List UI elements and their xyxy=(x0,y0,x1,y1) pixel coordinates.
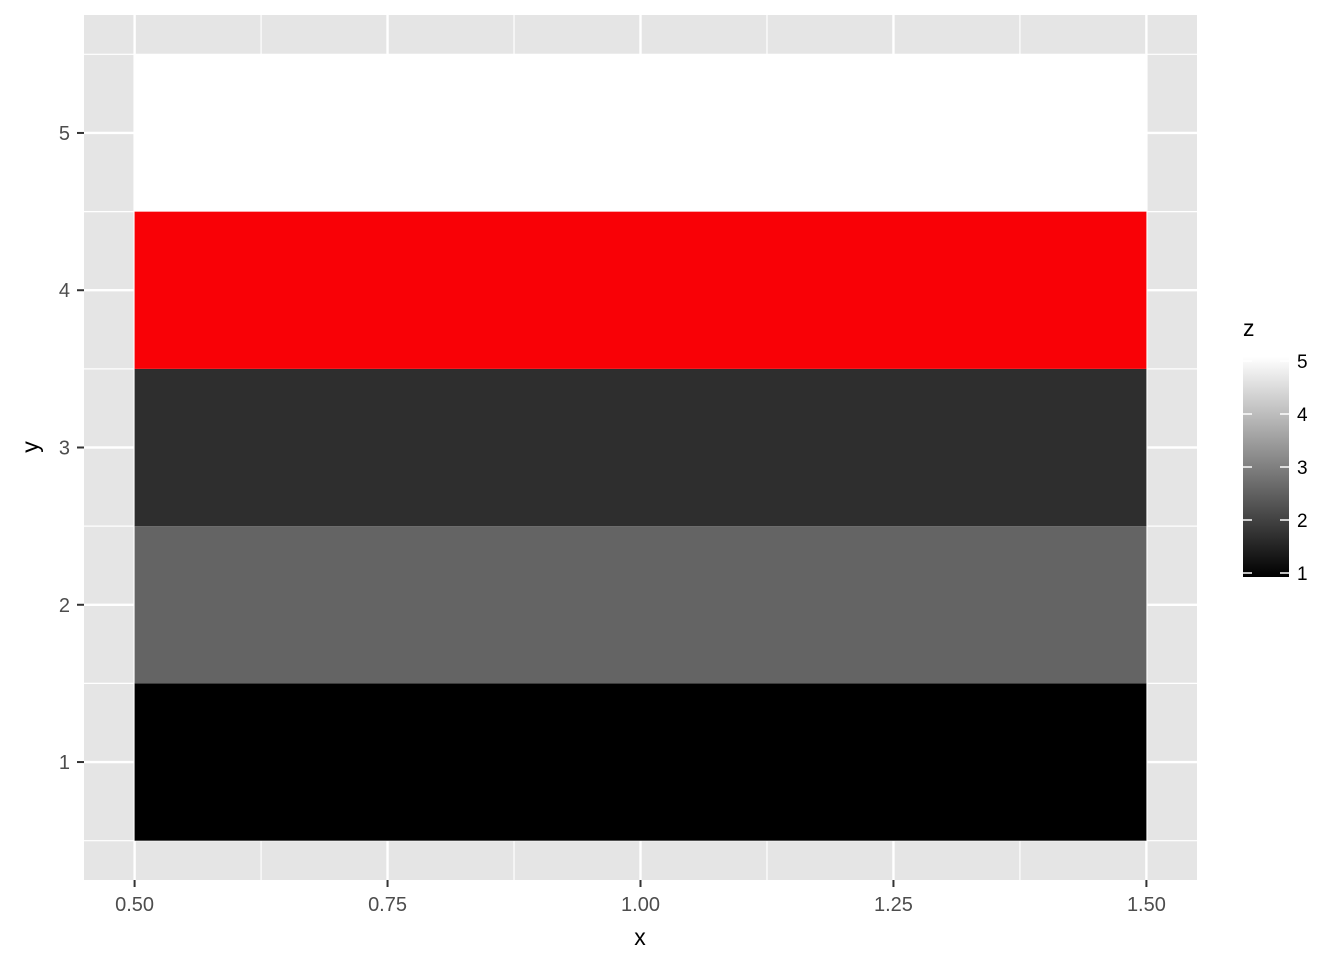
y-axis: 1 2 3 4 5 xyxy=(59,123,84,774)
legend-tick-label: 3 xyxy=(1297,458,1308,479)
legend: z 1 2 3 4 5 xyxy=(1243,315,1308,585)
y-tick-label: 2 xyxy=(59,595,70,617)
x-axis-title: x xyxy=(634,924,646,950)
x-axis: 0.50 0.75 1.00 1.25 1.50 xyxy=(115,880,1166,916)
legend-tick-label: 2 xyxy=(1297,511,1308,532)
x-tick-label: 0.75 xyxy=(368,894,407,916)
heatmap-tile-y4 xyxy=(134,211,1147,369)
heatmap-tile-y2 xyxy=(134,526,1147,684)
x-tick-label: 1.00 xyxy=(621,894,660,916)
heatmap-tile-y1 xyxy=(134,683,1147,841)
heatmap-tile-y5 xyxy=(134,54,1147,212)
x-tick-label: 1.25 xyxy=(874,894,913,916)
legend-ticks: 1 2 3 4 5 xyxy=(1243,352,1308,585)
y-tick-label: 1 xyxy=(59,752,70,774)
legend-tick-label: 4 xyxy=(1297,405,1308,426)
heatmap-tile-y3 xyxy=(134,368,1147,527)
y-tick-label: 4 xyxy=(59,280,70,302)
heatmap-tiles xyxy=(134,54,1147,841)
y-tick-label: 3 xyxy=(59,438,70,460)
x-tick-label: 0.50 xyxy=(115,894,154,916)
y-axis-title: y xyxy=(17,441,43,453)
legend-title: z xyxy=(1243,315,1255,341)
x-tick-label: 1.50 xyxy=(1127,894,1166,916)
y-tick-label: 5 xyxy=(59,123,70,145)
legend-tick-label: 5 xyxy=(1297,352,1308,373)
legend-tick-label: 1 xyxy=(1297,564,1308,585)
